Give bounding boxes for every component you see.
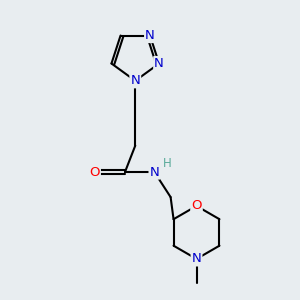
Text: N: N bbox=[145, 29, 155, 42]
Text: N: N bbox=[149, 166, 159, 178]
Text: O: O bbox=[191, 200, 202, 212]
Text: N: N bbox=[154, 57, 164, 70]
Text: H: H bbox=[162, 157, 171, 170]
Text: N: N bbox=[130, 74, 140, 87]
Text: O: O bbox=[89, 166, 100, 178]
Text: N: N bbox=[192, 252, 201, 266]
